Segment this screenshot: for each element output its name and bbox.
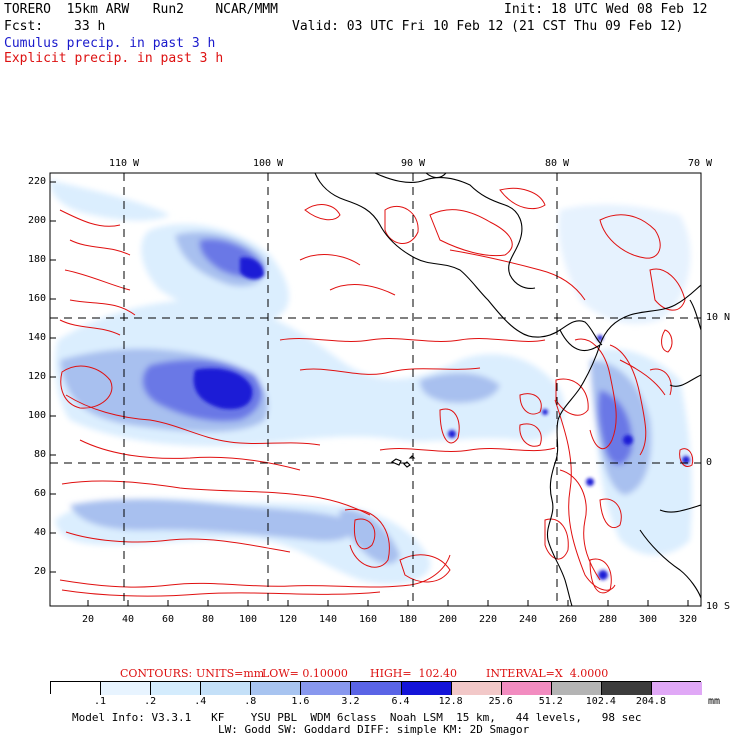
- x-tick-label: 320: [678, 614, 698, 625]
- legend-swatch: [51, 682, 102, 695]
- forecast-hour: 33 h: [74, 19, 106, 34]
- x-tick-label: 140: [318, 614, 338, 625]
- y-tick-label: 100: [27, 410, 46, 421]
- x-tick-label: 300: [638, 614, 658, 625]
- contour-info-label: CONTOURS:: [120, 667, 193, 680]
- x-tick-label: 80: [201, 614, 215, 625]
- legend-swatch: [251, 682, 302, 695]
- y-tick-label: 160: [27, 293, 46, 304]
- field-explicit-label: Explicit precip. in past 3 h: [4, 51, 224, 66]
- legend-value-label: 12.8: [438, 696, 463, 707]
- legend-value-label: 204.8: [635, 696, 666, 707]
- y-tick-label: 220: [27, 176, 46, 187]
- legend-value-label: 3.2: [341, 696, 360, 707]
- map-frame: [49, 172, 702, 607]
- y-tick-label: 60: [33, 488, 46, 499]
- lon-label-70w: 70 W: [687, 158, 713, 169]
- x-tick-label: 240: [518, 614, 538, 625]
- y-tick-label: 140: [27, 332, 46, 343]
- x-tick-label: 280: [598, 614, 618, 625]
- y-tick-label: 120: [27, 371, 46, 382]
- x-tick-label: 220: [478, 614, 498, 625]
- lon-label-110w: 110 W: [108, 158, 140, 169]
- contour-info-units: UNITS=mm: [196, 667, 265, 680]
- legend-value-label: 6.4: [391, 696, 410, 707]
- contour-info-high: HIGH= 102.40: [370, 667, 458, 680]
- lat-lon-grid: [50, 173, 701, 606]
- coastlines: [314, 173, 701, 606]
- legend-value-label: 1.6: [291, 696, 310, 707]
- x-tick-label: 40: [121, 614, 135, 625]
- y-tick-label: 180: [27, 254, 46, 265]
- x-tick-label: 100: [238, 614, 258, 625]
- axis-ticks: [50, 181, 689, 606]
- explicit-precip-contours: [59, 187, 694, 597]
- y-tick-label: 40: [33, 527, 46, 538]
- forecast-label: Fcst:: [4, 19, 44, 34]
- legend-value-label: 102.4: [585, 696, 616, 707]
- y-tick-label: 80: [33, 449, 46, 460]
- x-tick-label: 200: [438, 614, 458, 625]
- init-time: Init: 18 UTC Wed 08 Feb 12: [504, 2, 708, 17]
- contour-info-interval: INTERVAL=X 4.0000: [486, 667, 609, 680]
- legend-swatch: [401, 682, 452, 695]
- model-title: TORERO 15km ARW Run2 NCAR/MMM: [4, 2, 278, 17]
- legend-swatch: [451, 682, 502, 695]
- lat-label-0: 0: [706, 457, 713, 468]
- legend-value-label: 25.6: [488, 696, 513, 707]
- contour-info-low: LOW= 0.10000: [262, 667, 348, 680]
- legend-value-label: .8: [244, 696, 257, 707]
- legend-value-label: .4: [194, 696, 207, 707]
- lat-label-10n: 10 N: [706, 312, 731, 323]
- legend-swatch: [601, 682, 652, 695]
- cumulus-precip-core: [193, 257, 690, 580]
- x-tick-label: 20: [81, 614, 95, 625]
- legend-value-label: .2: [144, 696, 157, 707]
- legend-swatch: [651, 682, 702, 695]
- model-physics: LW: Godd SW: Goddard DIFF: simple KM: 2D…: [218, 723, 530, 736]
- legend-labels: .1 .2 .4 .8 1.6 3.2 6.4 12.8 25.6 51.2 102.4 204.8: [0, 696, 740, 708]
- legend-swatch: [101, 682, 152, 695]
- x-tick-label: 160: [358, 614, 378, 625]
- y-tick-label: 200: [27, 215, 46, 226]
- legend-swatch: [151, 682, 202, 695]
- x-tick-label: 60: [161, 614, 175, 625]
- x-tick-label: 180: [398, 614, 418, 625]
- x-tick-label: 120: [278, 614, 298, 625]
- field-cumulus-label: Cumulus precip. in past 3 h: [4, 36, 216, 51]
- legend-swatch: [201, 682, 252, 695]
- cumulus-precip-shading: [50, 180, 692, 584]
- legend-value-label: .1: [94, 696, 107, 707]
- x-tick-label: 260: [558, 614, 578, 625]
- lon-label-80w: 80 W: [544, 158, 570, 169]
- legend-swatch: [301, 682, 352, 695]
- legend-swatch: [351, 682, 402, 695]
- legend-swatch: [501, 682, 552, 695]
- legend-unit: mm: [707, 696, 721, 707]
- lat-label-10s: 10 S: [706, 601, 731, 612]
- lon-label-90w: 90 W: [400, 158, 426, 169]
- y-tick-label: 20: [33, 566, 46, 577]
- legend-value-label: 51.2: [538, 696, 563, 707]
- legend-swatch: [551, 682, 602, 695]
- model-info: Model Info: V3.3.1 KF YSU PBL WDM 6class…: [72, 711, 642, 724]
- valid-time: Valid: 03 UTC Fri 10 Feb 12 (21 CST Thu …: [292, 19, 684, 34]
- lon-label-100w: 100 W: [252, 158, 284, 169]
- legend-color-bar: [50, 681, 702, 695]
